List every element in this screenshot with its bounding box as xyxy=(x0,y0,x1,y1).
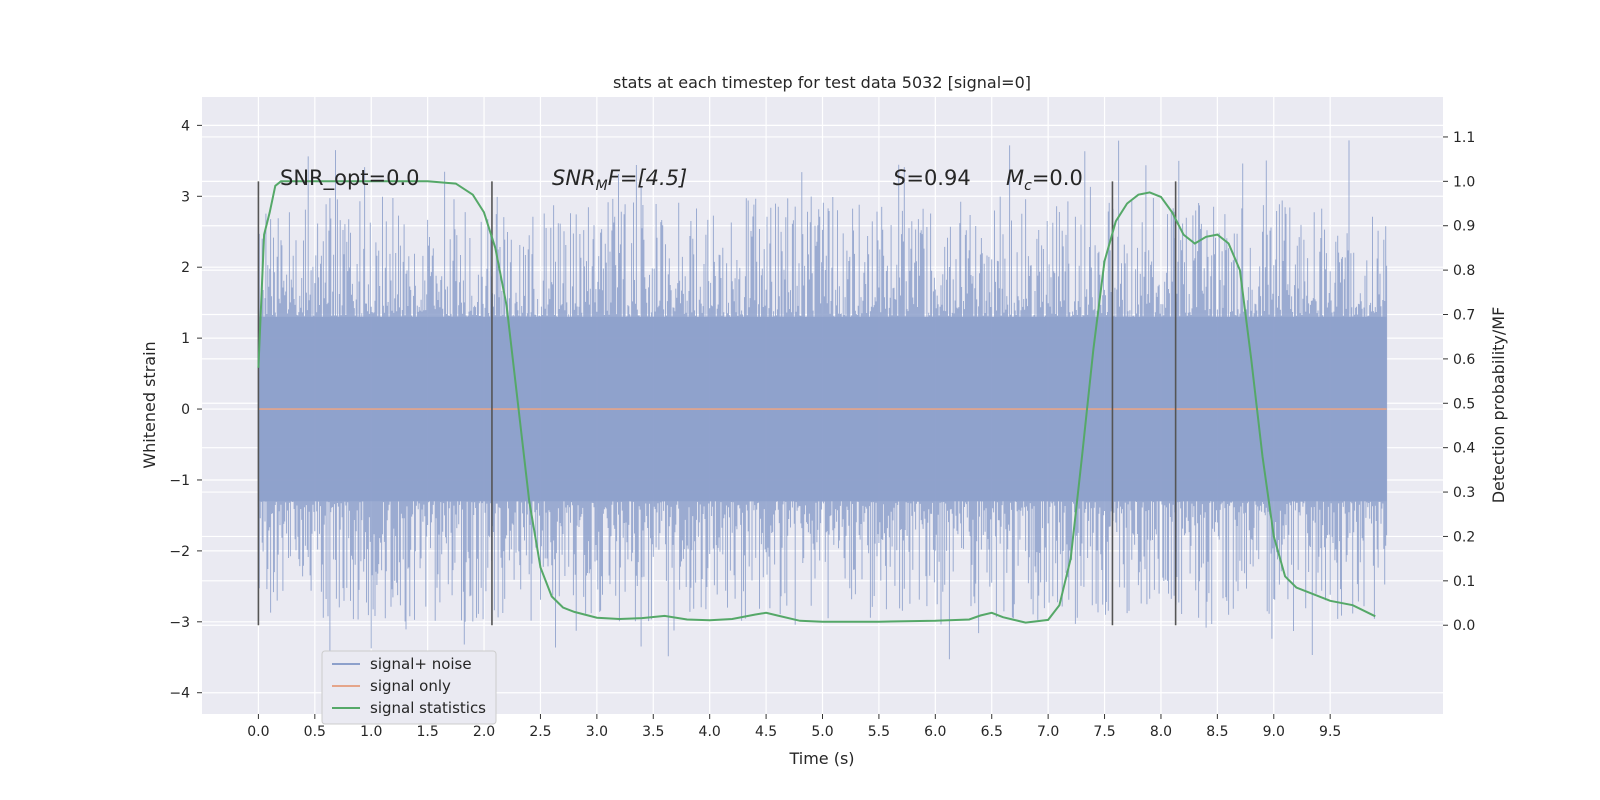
y-tick-label: 4 xyxy=(181,118,190,134)
y2-tick-label: 0.0 xyxy=(1453,618,1475,634)
annotation-snr-mf-symbol: SNR xyxy=(552,166,596,190)
annotation-snr-opt: SNR_opt=0.0 xyxy=(280,166,420,191)
y-tick-label: 3 xyxy=(181,189,190,205)
x-tick-label: 7.5 xyxy=(1093,724,1115,740)
annotation-mc-symbol: M xyxy=(1006,166,1024,190)
y-tick-label: −4 xyxy=(169,686,190,702)
y2-tick-label: 0.6 xyxy=(1453,352,1475,368)
x-tick-label: 8.5 xyxy=(1206,724,1228,740)
chart-title: stats at each timestep for test data 503… xyxy=(613,73,1031,92)
annotation-mc-subscript: c xyxy=(1024,178,1032,194)
annotation-s-symbol: S xyxy=(893,166,906,190)
x-tick-label: 0.0 xyxy=(247,724,269,740)
y2-tick-label: 1.1 xyxy=(1453,130,1475,146)
y2-tick-label: 0.4 xyxy=(1453,441,1475,457)
legend-label-signal-noise: signal+ noise xyxy=(370,655,472,673)
y-tick-label: 0 xyxy=(181,402,190,418)
x-tick-label: 3.0 xyxy=(586,724,608,740)
annotation-snr-mf-subscript: M xyxy=(596,178,608,194)
x-tick-label: 5.5 xyxy=(868,724,890,740)
y2-tick-label: 0.7 xyxy=(1453,308,1475,324)
x-tick-label: 5.0 xyxy=(811,724,833,740)
y-tick-label: 1 xyxy=(181,331,190,347)
x-axis-ticks: 0.0 0.5 1.0 1.5 2.0 2.5 3.0 3.5 4.0 4.5 5.0 5.5 6.0 6… xyxy=(247,714,1341,740)
y-axis-ticks: 4 3 2 1 0 −1 −2 −3 −4 xyxy=(169,118,202,702)
x-tick-label: 6.0 xyxy=(924,724,946,740)
x-tick-label: 9.5 xyxy=(1319,724,1341,740)
y2-tick-label: 0.2 xyxy=(1453,529,1475,545)
x-tick-label: 4.5 xyxy=(755,724,777,740)
y-tick-label: −3 xyxy=(169,615,190,631)
y2-tick-label: 1.0 xyxy=(1453,174,1475,190)
x-tick-label: 1.5 xyxy=(417,724,439,740)
annotation-mc: Mc=0.0 xyxy=(1006,166,1083,194)
x-tick-label: 6.5 xyxy=(981,724,1003,740)
x-tick-label: 0.5 xyxy=(304,724,326,740)
annotation-snr-mf-value: F=[4.5] xyxy=(608,166,687,190)
annotation-s-value: =0.94 xyxy=(906,166,970,190)
x-tick-label: 8.0 xyxy=(1150,724,1172,740)
vertical-markers xyxy=(257,181,1177,626)
x-tick-label: 7.0 xyxy=(1037,724,1059,740)
y2-tick-label: 0.1 xyxy=(1453,574,1475,590)
x-tick-label: 2.0 xyxy=(473,724,495,740)
signal-statistics-line xyxy=(257,180,1376,624)
y2-axis-label: Detection probability/MF xyxy=(1489,307,1508,504)
x-tick-label: 9.0 xyxy=(1263,724,1285,740)
x-tick-label: 2.5 xyxy=(529,724,551,740)
x-axis-label: Time (s) xyxy=(788,749,854,768)
legend-label-signal-statistics: signal statistics xyxy=(370,699,486,717)
y-axis-label: Whitened strain xyxy=(140,341,159,468)
y-tick-label: −1 xyxy=(169,473,190,489)
x-tick-label: 1.0 xyxy=(360,724,382,740)
legend-box xyxy=(321,650,497,725)
annotation-snr-mf: SNRMF=[4.5] xyxy=(552,166,687,194)
legend-label-signal-only: signal only xyxy=(370,677,451,695)
y-tick-label: 2 xyxy=(181,260,190,276)
x-tick-label: 4.0 xyxy=(699,724,721,740)
y-tick-label: −2 xyxy=(169,544,190,560)
legend: signal+ noise signal only signal statist… xyxy=(321,650,497,725)
y2-tick-label: 0.9 xyxy=(1453,219,1475,235)
y2-axis-ticks: 1.1 1.0 0.9 0.8 0.7 0.6 0.5 0.4 0.3 0.2 0.1 0.0 xyxy=(1443,130,1475,634)
annotation-s: S=0.94 xyxy=(893,166,971,190)
x-tick-label: 3.5 xyxy=(642,724,664,740)
series-signal-statistics xyxy=(257,180,1376,624)
y2-tick-label: 0.5 xyxy=(1453,396,1475,412)
y2-tick-label: 0.3 xyxy=(1453,485,1475,501)
y2-tick-label: 0.8 xyxy=(1453,263,1475,279)
annotation-mc-value: =0.0 xyxy=(1032,166,1083,190)
